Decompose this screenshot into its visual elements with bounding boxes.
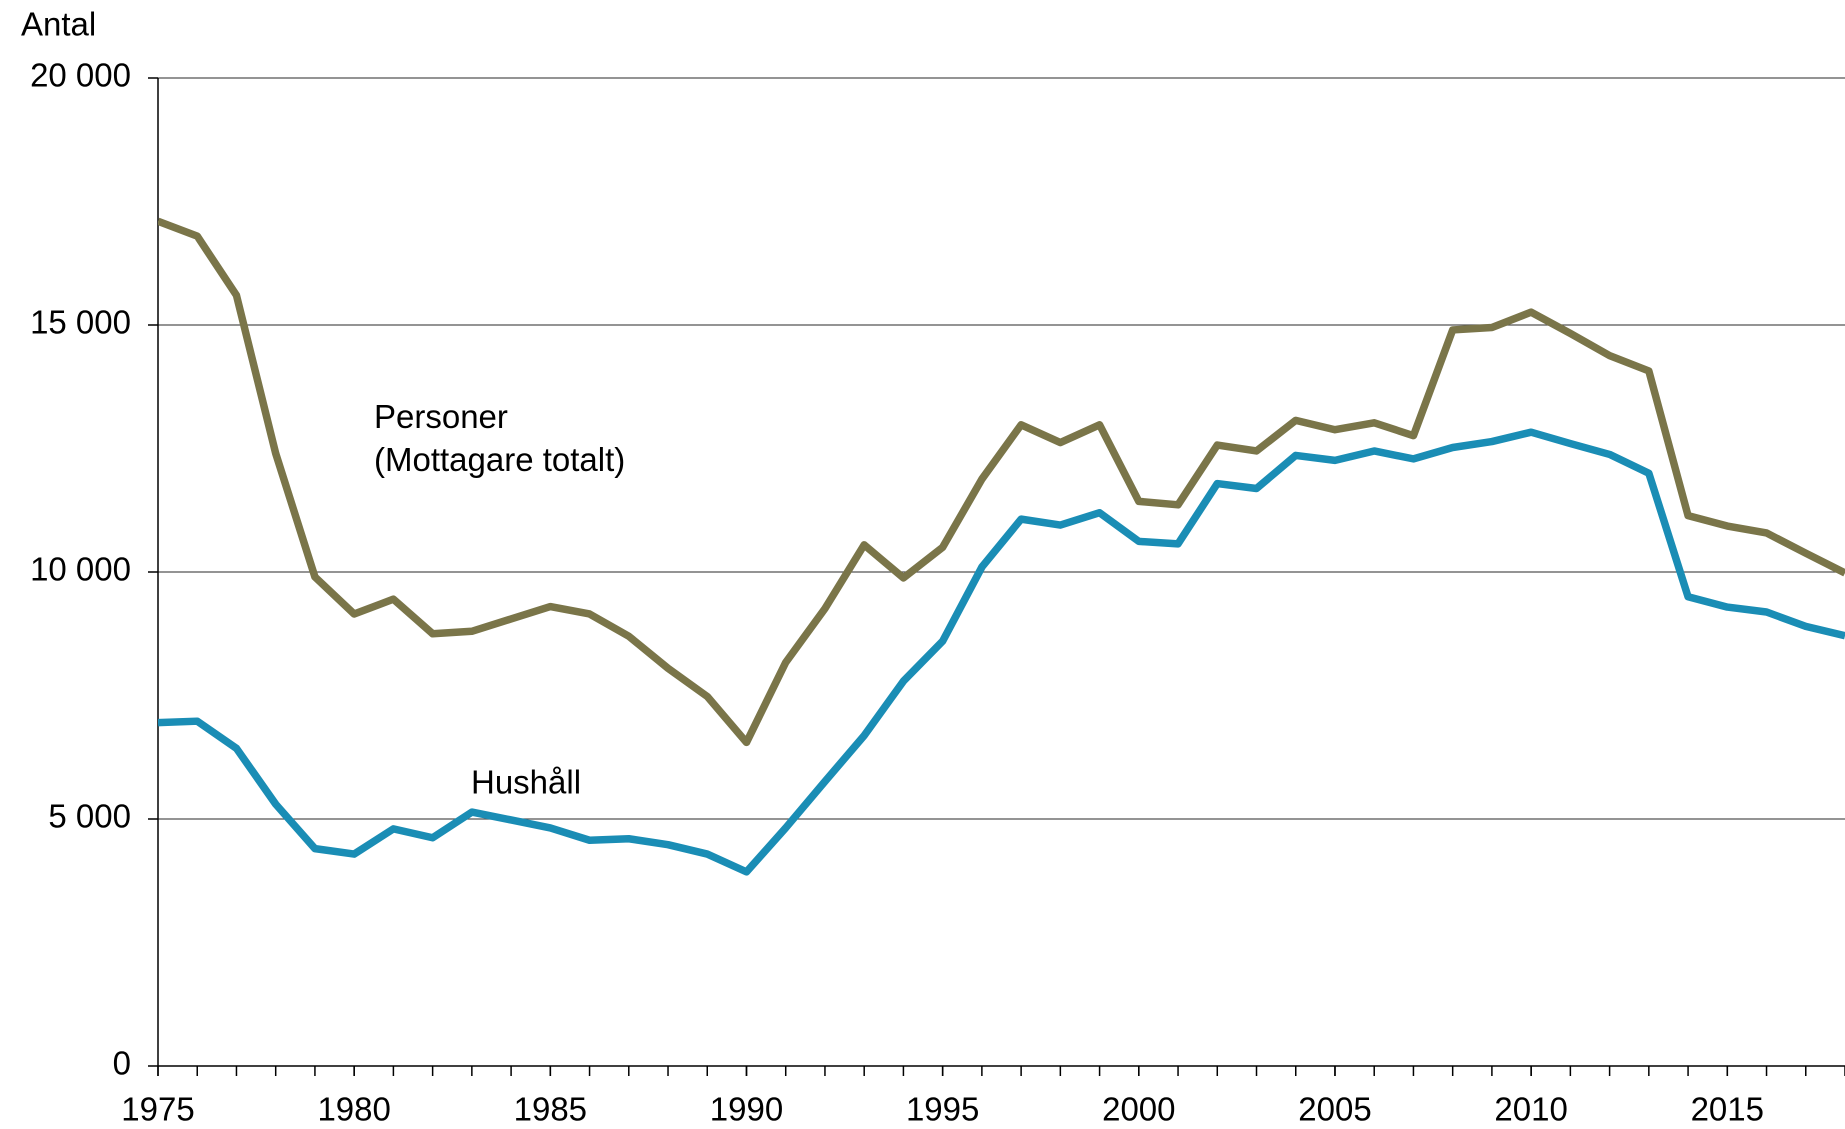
plot-area [158, 217, 1845, 876]
x-tick-label: 2005 [1298, 1091, 1371, 1128]
series-label: Hushåll [471, 764, 581, 801]
series-line [158, 217, 1845, 747]
x-tick-label: 1995 [906, 1091, 979, 1128]
x-tick-label: 2010 [1494, 1091, 1567, 1128]
y-tick-label: 10 000 [30, 551, 131, 588]
x-tick-label: 2000 [1102, 1091, 1175, 1128]
x-tick-label: 2015 [1691, 1091, 1764, 1128]
x-tick-label: 1985 [514, 1091, 587, 1128]
y-tick-label: 5 000 [48, 798, 131, 835]
y-tick-label: 0 [113, 1045, 131, 1082]
y-axis-label: Antal [21, 6, 96, 43]
x-tick-label: 1990 [710, 1091, 783, 1128]
y-tick-label: 20 000 [30, 57, 131, 94]
x-tick-label: 1980 [317, 1091, 390, 1128]
series-line [158, 428, 1845, 876]
series-label: Personer (Mottagare totalt) [374, 398, 625, 478]
y-tick-label: 15 000 [30, 304, 131, 341]
x-tick-label: 1975 [121, 1091, 194, 1128]
